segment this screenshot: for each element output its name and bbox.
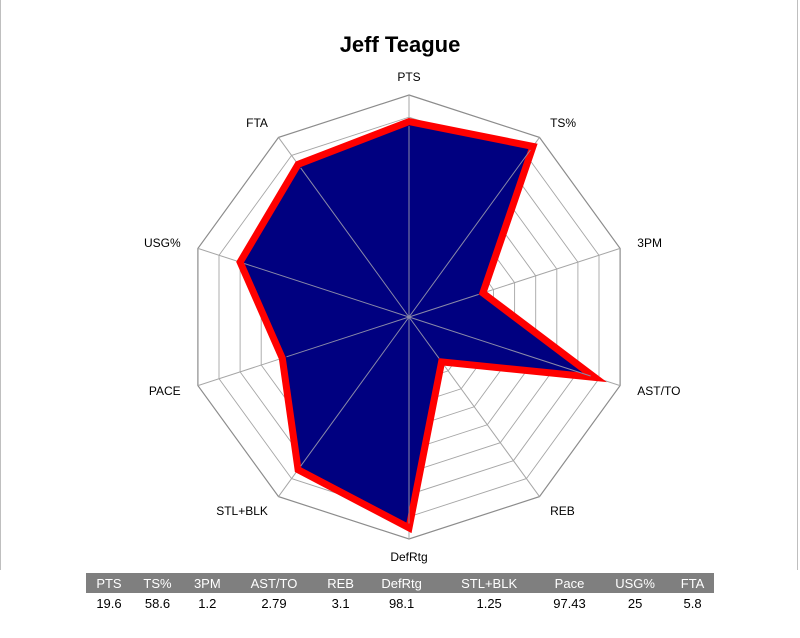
stats-value-cell: 1.25 xyxy=(438,593,540,613)
radar-series-area xyxy=(236,117,607,534)
stats-value-cell: 5.8 xyxy=(671,593,714,613)
chart-title: Jeff Teague xyxy=(339,32,461,57)
stats-header-cell: USG% xyxy=(599,573,672,593)
radar-axis-label: TS% xyxy=(550,116,576,130)
radar-axis-label: STL+BLK xyxy=(216,504,268,518)
radar-chart: PTS TS% 3PM AST/TO REB DefRtg STL+BLK PACE USG% F… xyxy=(144,70,680,564)
radar-spoke-over-fill xyxy=(300,316,410,467)
stats-table: PTS TS% 3PM AST/TO REB DefRtg STL+BLK Pa… xyxy=(86,573,714,613)
stats-value-cell: 58.6 xyxy=(131,593,184,613)
stats-header-cell: 3PM xyxy=(183,573,232,593)
radar-spoke-over-fill xyxy=(244,263,410,318)
radar-axis-label: FTA xyxy=(246,116,268,130)
radar-axis-label: 3PM xyxy=(637,236,662,250)
stats-value-cell: 97.43 xyxy=(539,593,600,613)
stats-value-cell: 3.1 xyxy=(316,593,365,613)
stats-value-cell: 1.2 xyxy=(183,593,232,613)
stats-header-cell: AST/TO xyxy=(231,573,317,593)
stats-header-cell: STL+BLK xyxy=(438,573,540,593)
stats-value-row: 19.6 58.6 1.2 2.79 3.1 98.1 1.25 97.43 2… xyxy=(86,593,714,613)
stats-header-row: PTS TS% 3PM AST/TO REB DefRtg STL+BLK Pa… xyxy=(86,573,714,593)
stats-value-cell: 2.79 xyxy=(231,593,317,613)
stats-header-cell: TS% xyxy=(131,573,184,593)
radar-series xyxy=(236,117,607,534)
radar-axis-label: USG% xyxy=(144,236,181,250)
stats-value-cell: 19.6 xyxy=(86,593,132,613)
stats-header-cell: REB xyxy=(316,573,365,593)
radar-spoke-over-fill xyxy=(408,149,531,318)
stats-header-cell: Pace xyxy=(539,573,600,593)
stats-value-cell: 98.1 xyxy=(364,593,439,613)
radar-axis-labels: PTS TS% 3PM AST/TO REB DefRtg STL+BLK PACE USG% F… xyxy=(144,70,680,564)
radar-axis-label: AST/TO xyxy=(637,384,680,398)
radar-spoke-over-fill xyxy=(286,316,410,358)
chart-frame xyxy=(0,0,798,570)
stats-header-cell: FTA xyxy=(671,573,714,593)
radar-axis-label: PACE xyxy=(149,384,181,398)
radar-axis-label: PTS xyxy=(397,70,420,84)
radar-spoke-over-fill xyxy=(300,167,410,318)
radar-axis-label: DefRtg xyxy=(390,550,427,564)
radar-spoke-over-fill xyxy=(408,316,591,377)
radar-spoke-over-fill xyxy=(408,293,479,318)
radar-axis-label: REB xyxy=(550,504,575,518)
stats-header-cell: DefRtg xyxy=(364,573,439,593)
stats-value-cell: 25 xyxy=(599,593,672,613)
radar-spoke-over-fill xyxy=(408,316,440,359)
stats-header-cell: PTS xyxy=(86,573,132,593)
